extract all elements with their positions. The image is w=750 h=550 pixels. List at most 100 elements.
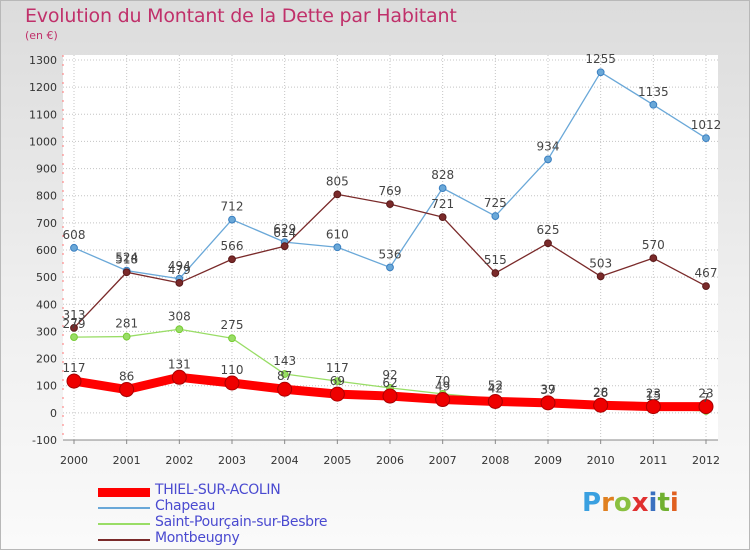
x-tick-label: 2010 [587,454,615,467]
legend-label: Chapeau [155,498,216,514]
data-point [593,397,609,413]
y-tick-label: 700 [36,217,57,230]
data-label: 7 [702,391,710,405]
data-point [333,243,342,252]
data-label: 62 [382,376,397,390]
data-label: 28 [593,385,608,399]
data-point [228,334,236,343]
data-label: 110 [221,363,244,377]
data-label: 117 [63,361,86,375]
data-point [70,243,78,252]
data-label: 828 [431,168,454,182]
data-point [438,213,447,222]
x-tick-label: 2007 [429,454,457,467]
data-point [540,395,556,411]
data-label: 313 [63,308,86,322]
data-point [487,393,503,409]
data-point [175,278,184,287]
data-label: 131 [168,357,191,371]
y-tick-label: 0 [50,407,57,420]
x-tick-label: 2006 [376,454,404,467]
legend-item: Saint-Pourçain-sur-Besbre [98,514,398,532]
y-tick-label: 600 [36,244,57,257]
x-tick-label: 2009 [534,454,562,467]
data-label: 467 [695,266,718,280]
data-label: 86 [119,370,134,384]
data-point [698,399,714,415]
series-thiel-sur-acolin [66,369,714,415]
data-label: 1135 [638,85,669,99]
data-point [280,242,289,251]
y-tick-label: 200 [36,353,57,366]
data-label: 805 [326,174,349,188]
data-point [435,392,451,408]
data-point [277,381,293,397]
y-tick-label: 900 [36,163,57,176]
data-point [386,200,394,209]
logo-letter: t [657,488,670,518]
data-label: 1255 [585,52,616,66]
data-label: 15 [646,389,661,403]
y-tick-label: 1100 [29,108,57,121]
data-point [171,369,187,385]
data-label: 610 [326,227,349,241]
legend-item: Montbeugny [98,530,398,548]
data-label: 536 [379,247,402,261]
data-label: 39 [540,382,555,396]
data-label: 629 [273,222,296,236]
data-point [382,388,398,404]
chart-title: Evolution du Montant de la Dette par Hab… [25,5,457,27]
legend-swatch [98,487,150,497]
data-label: 42 [488,381,503,395]
data-label: 1012 [691,118,722,132]
data-label: 608 [63,228,86,242]
x-tick-label: 2005 [323,454,351,467]
data-point [66,373,82,389]
logo-letter: P [582,488,602,518]
y-tick-label: 1000 [29,135,57,148]
data-point [70,324,78,332]
legend-swatch [98,539,150,541]
legend-label: Montbeugny [155,530,240,546]
data-label: 87 [277,369,292,383]
data-point [224,375,240,391]
data-labels: 608 524 494 712 629 610 536 828 725 934 1255 1135 10… [63,52,722,405]
logo-letter: x [631,488,649,518]
legend-label: Saint-Pourçain-sur-Besbre [155,514,328,530]
data-label: 23 [698,387,713,401]
data-point [702,282,710,291]
data-label: 52 [488,379,503,393]
y-tick-label: 400 [36,298,57,311]
data-point [596,68,605,77]
x-tick-label: 2002 [165,454,193,467]
x-tick-label: 2011 [639,454,667,467]
y-tick-label: 300 [36,325,57,338]
data-label: 281 [115,317,138,331]
data-label: 308 [168,309,191,323]
y-tick-label: -100 [32,434,57,447]
data-point [649,254,658,263]
data-label: 70 [435,374,450,388]
data-point [122,332,131,341]
data-label: 49 [435,380,450,394]
data-label: 570 [642,238,665,252]
x-tick-label: 2012 [692,454,720,467]
x-tick-label: 2004 [271,454,299,467]
data-label: 26 [593,386,608,400]
series-montbeugny [70,190,710,332]
data-point [702,134,710,143]
data-point [333,377,342,386]
data-point [333,190,342,199]
data-label: 479 [168,263,191,277]
data-label: 614 [273,226,296,240]
y-tick-label: 800 [36,190,57,203]
legend-item: Chapeau [98,498,398,516]
x-tick-label: 2001 [113,454,141,467]
data-label: 725 [484,196,507,210]
legend-item: THIEL-SUR-ACOLIN [98,482,398,500]
x-tick-label: 2003 [218,454,246,467]
data-label: 92 [382,368,397,382]
data-label: 712 [221,200,244,214]
data-point [280,370,289,378]
data-label: 566 [221,239,244,253]
